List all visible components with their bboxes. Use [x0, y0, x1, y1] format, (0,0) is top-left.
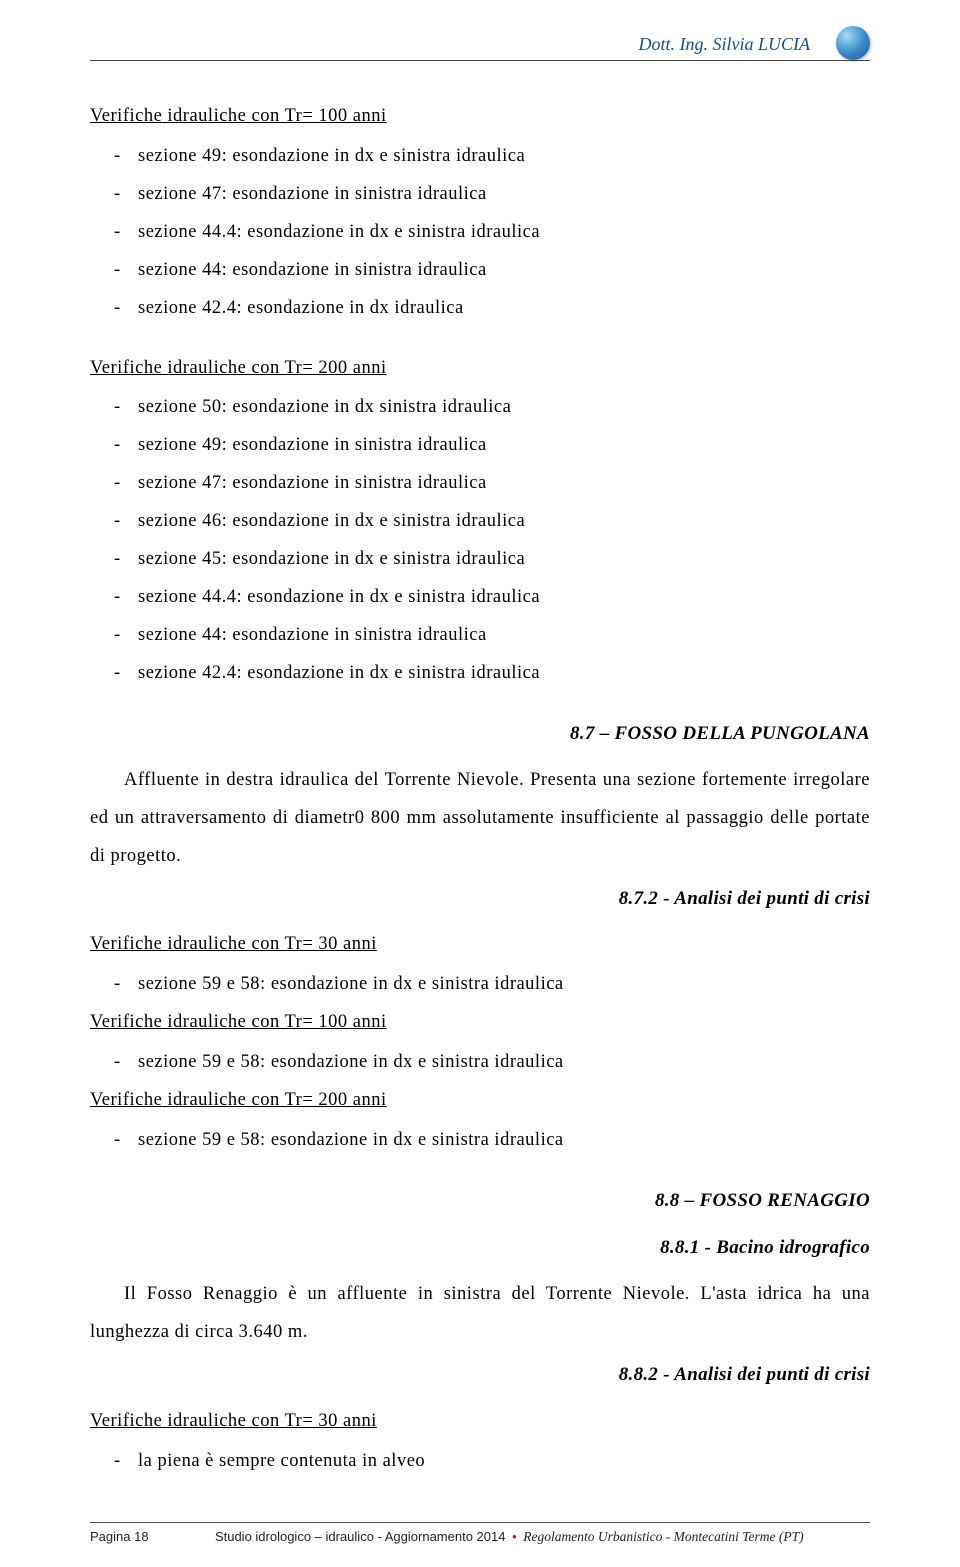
section-title-tr100b: Verifiche idrauliche con Tr= 100 anni: [90, 1004, 870, 1042]
list-item: sezione 42.4: esondazione in dx idraulic…: [90, 290, 870, 328]
author-name: Dott. Ing. Silvia LUCIA: [639, 34, 811, 55]
list-item: sezione 44: esondazione in sinistra idra…: [90, 252, 870, 290]
list-tr200: sezione 50: esondazione in dx sinistra i…: [90, 389, 870, 692]
heading-8-7: 8.7 – FOSSO DELLA PUNGOLANA: [90, 715, 870, 754]
list-item: sezione 47: esondazione in sinistra idra…: [90, 465, 870, 503]
heading-8-8: 8.8 – FOSSO RENAGGIO: [90, 1182, 870, 1221]
section-title-tr100: Verifiche idrauliche con Tr= 100 anni: [90, 98, 870, 136]
section-title-tr200: Verifiche idrauliche con Tr= 200 anni: [90, 350, 870, 388]
list-item: sezione 45: esondazione in dx e sinistra…: [90, 541, 870, 579]
page-footer: Pagina 18 Studio idrologico – idraulico …: [90, 1522, 870, 1545]
list-item: sezione 44.4: esondazione in dx e sinist…: [90, 579, 870, 617]
heading-8-8-2: 8.8.2 - Analisi dei punti di crisi: [90, 1356, 870, 1395]
paragraph-8-8-1: Il Fosso Renaggio è un affluente in sini…: [90, 1276, 870, 1352]
footer-bullet-icon: •: [512, 1529, 517, 1544]
header-decoration-dot: [836, 26, 870, 60]
footer-center-text: Studio idrologico – idraulico - Aggiorna…: [215, 1529, 506, 1544]
list-tr200b: sezione 59 e 58: esondazione in dx e sin…: [90, 1122, 870, 1160]
list-item: sezione 44.4: esondazione in dx e sinist…: [90, 214, 870, 252]
footer-page-number: Pagina 18: [90, 1529, 149, 1545]
list-item: sezione 47: esondazione in sinistra idra…: [90, 176, 870, 214]
list-item: sezione 44: esondazione in sinistra idra…: [90, 617, 870, 655]
list-item: sezione 49: esondazione in sinistra idra…: [90, 427, 870, 465]
paragraph-text: Affluente in destra idraulica del Torren…: [90, 770, 870, 866]
section-title-tr30c: Verifiche idrauliche con Tr= 30 anni: [90, 1403, 870, 1441]
section-title-tr200b: Verifiche idrauliche con Tr= 200 anni: [90, 1082, 870, 1120]
list-item: sezione 50: esondazione in dx sinistra i…: [90, 389, 870, 427]
section-title-tr30b: Verifiche idrauliche con Tr= 30 anni: [90, 926, 870, 964]
heading-8-7-2: 8.7.2 - Analisi dei punti di crisi: [90, 880, 870, 919]
list-tr30b: sezione 59 e 58: esondazione in dx e sin…: [90, 966, 870, 1004]
header-rule: [90, 60, 870, 61]
page-content: Verifiche idrauliche con Tr= 100 anni se…: [90, 48, 870, 1481]
list-item: sezione 59 e 58: esondazione in dx e sin…: [90, 1122, 870, 1160]
paragraph-8-7: Affluente in destra idraulica del Torren…: [90, 762, 870, 876]
list-tr30c: la piena è sempre contenuta in alveo: [90, 1443, 870, 1481]
list-item: sezione 59 e 58: esondazione in dx e sin…: [90, 1044, 870, 1082]
footer-center: Studio idrologico – idraulico - Aggiorna…: [149, 1529, 870, 1545]
list-item: sezione 42.4: esondazione in dx e sinist…: [90, 655, 870, 693]
heading-8-8-1: 8.8.1 - Bacino idrografico: [90, 1229, 870, 1268]
list-item: sezione 46: esondazione in dx e sinistra…: [90, 503, 870, 541]
footer-right-text: Regolamento Urbanistico - Montecatini Te…: [523, 1529, 803, 1544]
list-tr100: sezione 49: esondazione in dx e sinistra…: [90, 138, 870, 328]
list-item: la piena è sempre contenuta in alveo: [90, 1443, 870, 1481]
list-item: sezione 49: esondazione in dx e sinistra…: [90, 138, 870, 176]
list-item: sezione 59 e 58: esondazione in dx e sin…: [90, 966, 870, 1004]
list-tr100b: sezione 59 e 58: esondazione in dx e sin…: [90, 1044, 870, 1082]
paragraph-text: Il Fosso Renaggio è un affluente in sini…: [90, 1284, 870, 1342]
